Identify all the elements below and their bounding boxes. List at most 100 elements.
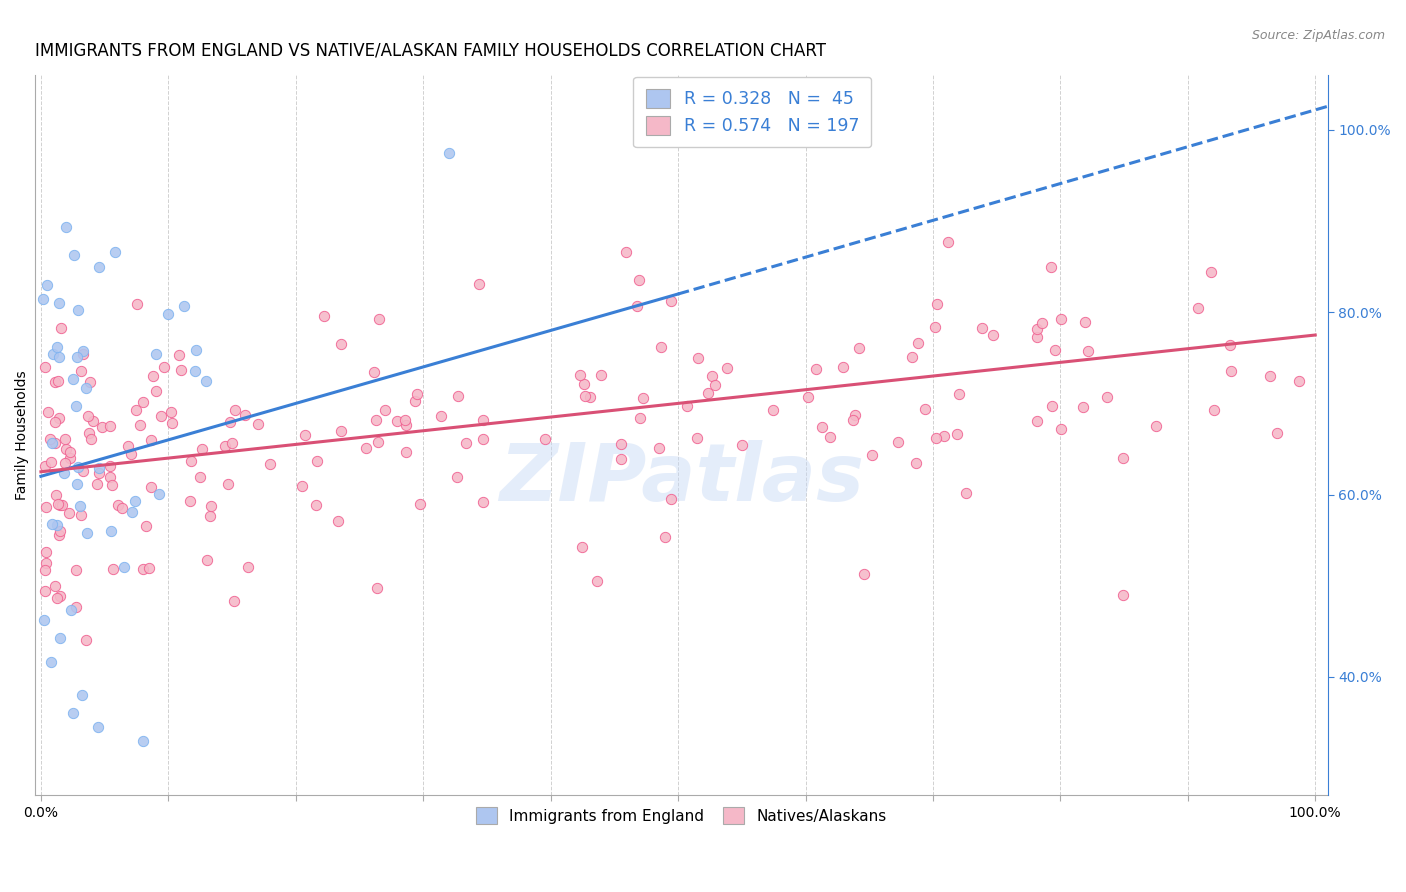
Point xyxy=(936,235,959,249)
Point xyxy=(294,428,316,442)
Point xyxy=(1025,330,1047,344)
Point xyxy=(614,244,637,259)
Point xyxy=(34,584,56,599)
Point xyxy=(62,706,84,721)
Point xyxy=(217,477,239,491)
Point xyxy=(810,419,832,434)
Point xyxy=(437,145,460,160)
Point xyxy=(65,399,87,413)
Point xyxy=(59,603,82,617)
Point xyxy=(1077,343,1099,358)
Point xyxy=(100,459,122,474)
Point xyxy=(45,591,67,605)
Point xyxy=(648,441,671,455)
Point xyxy=(117,439,139,453)
Point xyxy=(173,299,195,313)
Point xyxy=(98,470,121,484)
Point xyxy=(180,454,202,468)
Point xyxy=(305,499,328,513)
Point xyxy=(76,525,98,540)
Point xyxy=(626,299,648,313)
Point xyxy=(65,599,87,614)
Point xyxy=(70,364,93,378)
Point xyxy=(1049,312,1071,326)
Point xyxy=(49,498,72,512)
Point xyxy=(149,409,172,423)
Point xyxy=(574,377,596,392)
Point xyxy=(329,424,352,438)
Point xyxy=(41,517,63,532)
Text: ZIPatlas: ZIPatlas xyxy=(499,440,863,517)
Point xyxy=(887,435,910,450)
Point xyxy=(925,297,948,311)
Point xyxy=(48,350,70,364)
Point xyxy=(1219,338,1241,352)
Point xyxy=(946,427,969,442)
Point xyxy=(69,499,91,513)
Point xyxy=(32,292,55,306)
Point xyxy=(46,374,69,388)
Point xyxy=(1073,400,1095,414)
Point xyxy=(53,432,76,446)
Point xyxy=(471,413,494,427)
Point xyxy=(167,348,190,362)
Point xyxy=(49,632,72,646)
Point xyxy=(356,441,378,455)
Point xyxy=(125,403,148,417)
Point xyxy=(194,374,217,388)
Point xyxy=(676,399,699,413)
Point xyxy=(160,404,183,418)
Point xyxy=(55,442,77,456)
Point xyxy=(184,364,207,378)
Point xyxy=(49,589,72,603)
Point xyxy=(98,418,121,433)
Point xyxy=(44,375,66,389)
Point xyxy=(970,321,993,335)
Point xyxy=(367,435,389,450)
Point xyxy=(925,431,948,445)
Point xyxy=(55,219,77,234)
Point xyxy=(1187,301,1209,316)
Point xyxy=(179,493,201,508)
Point xyxy=(363,365,385,379)
Point xyxy=(70,508,93,523)
Point xyxy=(62,372,84,386)
Point xyxy=(328,514,350,528)
Point xyxy=(804,362,827,376)
Point xyxy=(907,335,929,350)
Point xyxy=(145,384,167,398)
Point xyxy=(45,341,67,355)
Point xyxy=(34,458,56,473)
Point xyxy=(132,733,155,747)
Point xyxy=(63,248,86,262)
Text: IMMIGRANTS FROM ENGLAND VS NATIVE/ALASKAN FAMILY HOUSEHOLDS CORRELATION CHART: IMMIGRANTS FROM ENGLAND VS NATIVE/ALASKA… xyxy=(35,42,825,60)
Point xyxy=(948,387,970,401)
Point xyxy=(704,378,727,392)
Point xyxy=(762,402,785,417)
Point xyxy=(471,495,494,509)
Point xyxy=(87,460,110,475)
Point xyxy=(1050,422,1073,436)
Point xyxy=(901,350,924,364)
Point xyxy=(1095,390,1118,404)
Point xyxy=(65,563,87,577)
Point xyxy=(1040,260,1063,274)
Point xyxy=(66,350,89,364)
Point xyxy=(404,393,426,408)
Point xyxy=(1031,316,1053,330)
Point xyxy=(329,337,352,351)
Point xyxy=(409,497,432,511)
Point xyxy=(32,614,55,628)
Point xyxy=(366,413,388,427)
Point xyxy=(127,297,149,311)
Point xyxy=(186,343,208,358)
Point xyxy=(142,369,165,384)
Point xyxy=(1040,399,1063,413)
Point xyxy=(609,437,631,451)
Point xyxy=(34,360,56,375)
Point xyxy=(86,477,108,491)
Point xyxy=(731,438,754,452)
Point xyxy=(66,303,89,318)
Point xyxy=(152,360,174,375)
Point xyxy=(1219,364,1241,378)
